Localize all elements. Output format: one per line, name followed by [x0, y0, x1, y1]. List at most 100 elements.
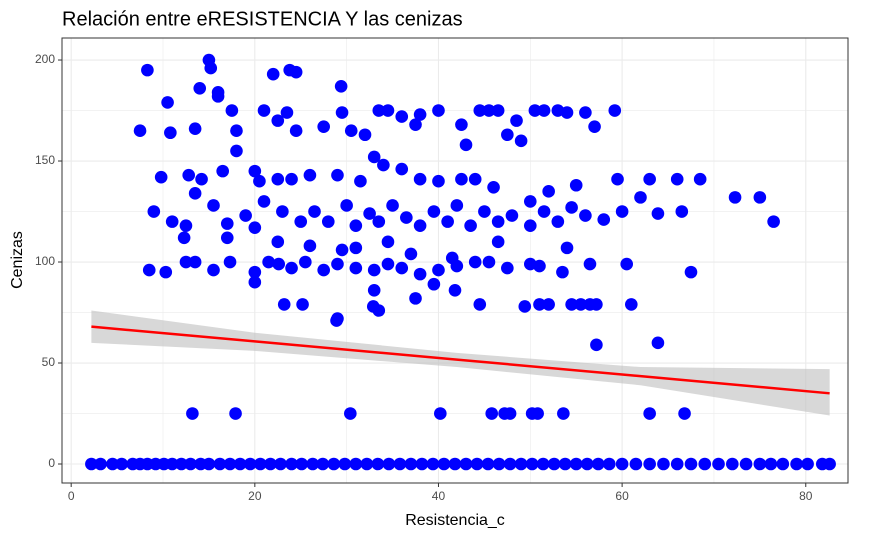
point — [243, 457, 257, 471]
point — [551, 215, 565, 228]
point — [525, 457, 539, 471]
point — [712, 457, 725, 471]
chart-title: Relación entre eRESISTENCIA Y las ceniza… — [62, 8, 463, 30]
point — [372, 304, 386, 317]
point — [404, 247, 418, 261]
x-tick-label: 40 — [432, 489, 446, 503]
point — [675, 205, 689, 218]
y-tick-label: 150 — [35, 153, 55, 167]
point — [179, 219, 193, 232]
x-tick-label: 20 — [248, 489, 262, 503]
point — [726, 457, 739, 471]
point — [142, 263, 156, 277]
point — [432, 104, 445, 117]
point — [473, 104, 487, 117]
point — [437, 457, 451, 471]
point — [560, 106, 574, 119]
point — [739, 457, 753, 471]
point — [254, 457, 267, 471]
point — [177, 231, 191, 245]
point — [569, 457, 583, 471]
point — [542, 185, 555, 198]
point — [271, 235, 285, 249]
point — [651, 336, 665, 350]
point — [308, 205, 321, 218]
point — [303, 239, 317, 253]
point — [257, 104, 271, 117]
point — [154, 170, 168, 184]
point — [450, 199, 464, 212]
point — [257, 195, 271, 208]
point — [349, 457, 363, 471]
point — [115, 457, 128, 471]
point — [195, 172, 208, 186]
point — [381, 104, 395, 117]
x-tick-label: 80 — [799, 489, 813, 503]
point — [557, 407, 570, 420]
point — [753, 191, 767, 204]
point — [487, 180, 500, 194]
point — [349, 219, 363, 232]
point — [289, 124, 303, 138]
y-tick-label: 50 — [42, 355, 56, 369]
fit-line — [91, 325, 830, 395]
point — [542, 298, 555, 311]
x-tick-label: 60 — [615, 489, 629, 503]
point — [501, 261, 514, 275]
point — [629, 457, 643, 471]
point — [216, 164, 229, 178]
point — [363, 207, 376, 220]
point — [448, 457, 462, 471]
point — [377, 158, 390, 172]
point — [277, 298, 291, 311]
point — [202, 457, 216, 471]
point — [340, 199, 353, 212]
point — [381, 257, 395, 271]
point — [481, 457, 495, 471]
point — [459, 457, 473, 471]
point — [670, 172, 684, 186]
point — [184, 457, 197, 471]
point — [274, 457, 287, 471]
point — [448, 283, 462, 297]
point — [141, 63, 154, 77]
point — [285, 261, 298, 275]
point — [560, 241, 574, 255]
point — [327, 457, 341, 471]
point — [338, 457, 352, 471]
point — [179, 255, 193, 269]
point — [395, 261, 409, 275]
point — [698, 457, 712, 471]
point — [678, 407, 691, 420]
point — [415, 457, 429, 471]
point — [427, 205, 441, 218]
point — [556, 265, 569, 279]
y-tick-label: 0 — [48, 456, 55, 470]
point — [514, 134, 528, 148]
point — [491, 104, 505, 117]
point — [207, 199, 220, 212]
point — [558, 457, 572, 471]
point — [510, 114, 523, 127]
point — [147, 205, 161, 218]
point — [207, 263, 220, 277]
point — [670, 457, 684, 471]
point — [583, 257, 597, 271]
point — [455, 118, 468, 131]
point — [306, 457, 319, 471]
point — [223, 457, 237, 471]
point — [427, 277, 441, 291]
point — [372, 215, 386, 228]
point — [536, 457, 550, 471]
point — [547, 457, 561, 471]
point — [537, 205, 551, 218]
point — [280, 106, 294, 119]
point — [518, 300, 532, 313]
point — [223, 255, 237, 269]
point — [371, 457, 385, 471]
point — [400, 211, 413, 224]
point — [533, 259, 546, 273]
point — [285, 172, 298, 186]
point — [331, 168, 344, 182]
